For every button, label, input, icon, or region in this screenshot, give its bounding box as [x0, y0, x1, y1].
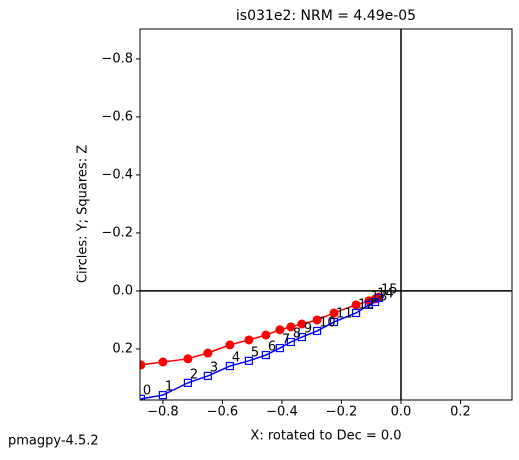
- point-label: 14: [377, 286, 394, 301]
- point-label: 10: [319, 315, 336, 330]
- point: [261, 330, 271, 340]
- x-tick-label: −0.8: [147, 405, 179, 420]
- point: [351, 308, 361, 318]
- point: [244, 335, 254, 345]
- point-label: 9: [304, 322, 312, 337]
- y-tick-label: −0.6: [101, 109, 133, 124]
- point-label: 7: [282, 333, 290, 348]
- point-label: 1: [165, 380, 173, 395]
- point: [351, 300, 361, 310]
- point-label: 15: [381, 282, 398, 297]
- point: [312, 326, 322, 336]
- point-label: 3: [210, 360, 218, 375]
- point: [158, 357, 168, 367]
- y-tick-label: 0.0: [112, 283, 133, 298]
- point-label: 4: [232, 351, 240, 366]
- y-tick-label: 0.2: [112, 341, 133, 356]
- series-line: [140, 296, 380, 366]
- x-tick-label: 0.2: [450, 405, 471, 420]
- footer: pmagpy-4.5.2: [8, 434, 99, 449]
- x-tick-label: −0.2: [326, 405, 358, 420]
- chart-title: is031e2: NRM = 4.49e-05: [236, 8, 416, 24]
- point: [312, 315, 322, 325]
- point: [225, 361, 234, 371]
- point: [225, 340, 235, 350]
- x-tick-label: −0.6: [207, 405, 239, 420]
- point-label: 0: [143, 383, 151, 398]
- point: [140, 360, 146, 370]
- point: [140, 394, 145, 400]
- point: [329, 308, 339, 318]
- point-label: 2: [190, 367, 198, 382]
- x-tick-label: −0.4: [266, 405, 298, 420]
- x-axis-label: X: rotated to Dec = 0.0: [250, 429, 401, 444]
- point: [183, 378, 193, 387]
- point: [374, 293, 384, 302]
- point: [329, 317, 339, 327]
- point-label: 8: [293, 326, 301, 341]
- point: [297, 319, 307, 329]
- point: [244, 356, 254, 365]
- point: [183, 354, 193, 364]
- y-tick-label: −0.4: [101, 167, 133, 182]
- point: [203, 371, 212, 381]
- point: [203, 348, 213, 358]
- y-tick-label: −0.8: [101, 51, 133, 66]
- x-tick-label: 0.0: [391, 405, 412, 420]
- point-label: 11: [336, 306, 353, 321]
- point: [275, 343, 284, 353]
- point: [286, 337, 295, 347]
- axes-frame: [139, 28, 513, 401]
- y-tick-label: −0.2: [101, 225, 133, 240]
- point: [297, 332, 306, 342]
- series-line: [140, 297, 380, 400]
- point: [158, 390, 168, 400]
- point-label: 5: [251, 345, 259, 360]
- point-label: 12: [358, 297, 375, 312]
- y-axis-label: Circles: Y; Squares: Z: [76, 145, 91, 283]
- point: [286, 322, 296, 332]
- point-label: 6: [268, 340, 276, 355]
- point: [275, 325, 285, 335]
- point-label: 13: [371, 289, 388, 304]
- point: [261, 350, 270, 360]
